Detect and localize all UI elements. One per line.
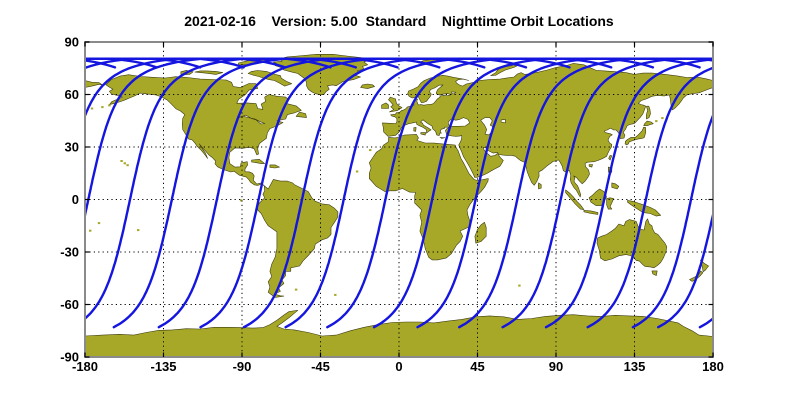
y-tick-label: -90 xyxy=(60,350,79,365)
orbit-track-layer xyxy=(85,57,713,329)
land-newfoundland xyxy=(295,111,307,118)
x-tick-label: 0 xyxy=(395,359,402,374)
y-tick-label: 60 xyxy=(65,87,79,102)
orbit-track xyxy=(85,57,357,221)
land-sicily xyxy=(420,132,427,136)
land-north_america xyxy=(105,74,302,186)
orbit-track xyxy=(199,57,528,329)
land-sakhalin xyxy=(646,105,651,120)
minor-island xyxy=(369,149,372,152)
land-madagascar xyxy=(474,222,487,244)
x-axis-labels: -180 -135 -90 -45 0 45 90 135 180 xyxy=(72,359,724,374)
x-tick-label: 135 xyxy=(624,359,646,374)
lake-lake_ladoga xyxy=(450,91,457,95)
minor-island xyxy=(239,199,243,202)
minor-island xyxy=(89,229,92,232)
orbit-track xyxy=(85,57,399,321)
land-borneo xyxy=(588,188,607,206)
y-tick-label: -30 xyxy=(60,245,79,260)
minor-island xyxy=(90,107,94,110)
land-crete xyxy=(439,137,446,139)
land-eurasia xyxy=(382,63,713,198)
orbit-track xyxy=(85,57,332,120)
orbit-track xyxy=(157,57,486,329)
plot-title: 2021-02-16 Version: 5.00 Standard Nightt… xyxy=(184,13,614,29)
x-tick-label: -45 xyxy=(311,359,330,374)
minor-island xyxy=(126,164,129,167)
x-tick-label: -135 xyxy=(150,359,176,374)
land-baffin xyxy=(247,70,293,87)
x-tick-label: 45 xyxy=(470,359,484,374)
x-tick-label: 180 xyxy=(702,359,724,374)
minor-island xyxy=(123,162,126,165)
orbit-track xyxy=(242,57,571,329)
x-tick-label: -90 xyxy=(233,359,252,374)
land-australia xyxy=(596,218,668,269)
y-tick-label: 30 xyxy=(65,140,79,155)
land-sri_lanka xyxy=(537,182,542,190)
orbit-track xyxy=(458,57,713,329)
land-ireland xyxy=(381,102,389,109)
orbit-track xyxy=(326,57,655,329)
orbit-track xyxy=(631,112,713,329)
orbit-track xyxy=(372,57,701,329)
minor-island xyxy=(101,106,104,109)
minor-island xyxy=(518,284,521,287)
land-cuba xyxy=(251,159,266,164)
land-sulawesi xyxy=(606,197,614,210)
orbit-track xyxy=(501,57,713,329)
minor-island xyxy=(294,288,298,291)
y-tick-label: 0 xyxy=(72,192,79,207)
orbit-track xyxy=(112,57,441,329)
orbit-track xyxy=(657,209,713,329)
land-iceland xyxy=(360,83,375,89)
minor-island xyxy=(355,170,359,173)
minor-island xyxy=(97,222,101,225)
lake-aral_sea xyxy=(500,119,506,124)
land-eurasia xyxy=(85,80,103,88)
land-honshu xyxy=(624,126,647,146)
orbit-track xyxy=(586,66,713,329)
orbit-track xyxy=(284,57,613,329)
minor-island xyxy=(334,293,337,296)
land-victoria_island xyxy=(194,70,224,75)
y-tick-label: -60 xyxy=(60,297,79,312)
y-tick-label: 90 xyxy=(65,35,79,50)
orbit-track xyxy=(544,58,713,329)
land-south_america xyxy=(257,179,339,298)
land-tasmania xyxy=(651,270,658,276)
axis-tick-layer xyxy=(84,41,714,358)
y-axis-labels: 90 60 30 0 -30 -60 -90 xyxy=(60,35,79,365)
land-hainan xyxy=(588,164,593,168)
minor-island xyxy=(108,104,111,107)
lake-layer xyxy=(237,91,506,136)
minor-island xyxy=(655,120,658,123)
x-tick-label: -180 xyxy=(72,359,98,374)
land-mindanao xyxy=(611,182,620,190)
minor-island xyxy=(120,160,123,162)
land-sardinia xyxy=(413,127,417,132)
minor-island xyxy=(661,117,664,120)
lake-great_lakes xyxy=(237,114,266,125)
land-taiwan xyxy=(608,155,613,161)
land-java xyxy=(583,210,599,215)
land-sumatra xyxy=(565,189,585,210)
x-tick-label: 90 xyxy=(549,359,563,374)
land-hokkaido xyxy=(643,120,654,126)
minor-island xyxy=(137,229,140,232)
land-hispaniola xyxy=(269,164,280,169)
orbit-track xyxy=(416,57,713,329)
